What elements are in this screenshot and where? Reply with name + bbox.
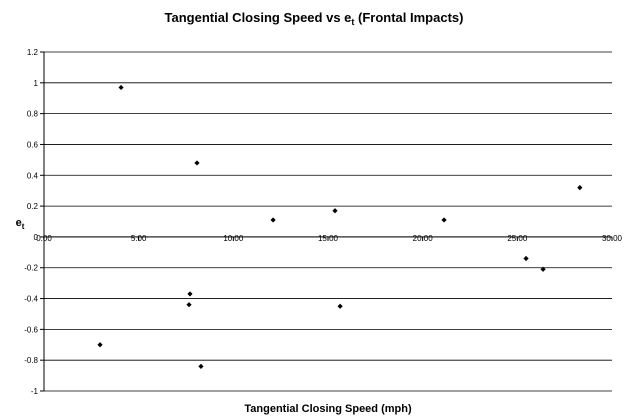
y-tick-label: 0 — [34, 233, 39, 242]
point — [198, 363, 204, 369]
y-title-part: e — [16, 217, 22, 229]
point — [194, 160, 200, 166]
x-tick-label: 0.00 — [36, 234, 52, 243]
y-axis-title: et — [16, 217, 25, 231]
title-part: Tangential Closing Speed vs e — [165, 10, 352, 25]
point — [186, 302, 192, 308]
title-part: (Frontal Impacts) — [354, 10, 463, 25]
x-tick-label: 5.00 — [131, 234, 147, 243]
point — [337, 303, 343, 309]
x-tick-label: 30.00 — [602, 234, 623, 243]
y-tick-label: 0.6 — [27, 140, 39, 149]
y-tick-label: -0.8 — [24, 356, 38, 365]
title-subscript: t — [351, 17, 354, 27]
point — [577, 185, 583, 191]
y-tick-label: 0.2 — [27, 202, 39, 211]
point — [540, 266, 546, 272]
y-title-subscript: t — [22, 222, 25, 231]
y-tick-label: -0.4 — [24, 295, 38, 304]
y-tick-label: 1 — [34, 79, 39, 88]
x-tick-label: 15.00 — [318, 234, 339, 243]
y-tick-label: -0.2 — [24, 264, 38, 273]
x-tick-label: 10.00 — [223, 234, 244, 243]
y-tick-label: 0.4 — [27, 171, 39, 180]
y-tick-label: -1 — [31, 387, 39, 396]
y-tick-label: 0.8 — [27, 110, 39, 119]
y-tick-label: 1.2 — [27, 48, 39, 57]
chart-title: Tangential Closing Speed vs et (Frontal … — [165, 10, 464, 27]
point — [441, 217, 447, 223]
point — [332, 208, 338, 214]
x-tick-label: 20.00 — [413, 234, 434, 243]
x-tick-label: 25.00 — [507, 234, 528, 243]
point — [523, 255, 529, 262]
point — [97, 342, 103, 348]
y-tick-label: -0.6 — [24, 325, 38, 334]
x-axis-title: Tangential Closing Speed (mph) — [244, 403, 412, 415]
point — [187, 291, 193, 297]
point — [270, 217, 276, 223]
point — [118, 84, 124, 91]
